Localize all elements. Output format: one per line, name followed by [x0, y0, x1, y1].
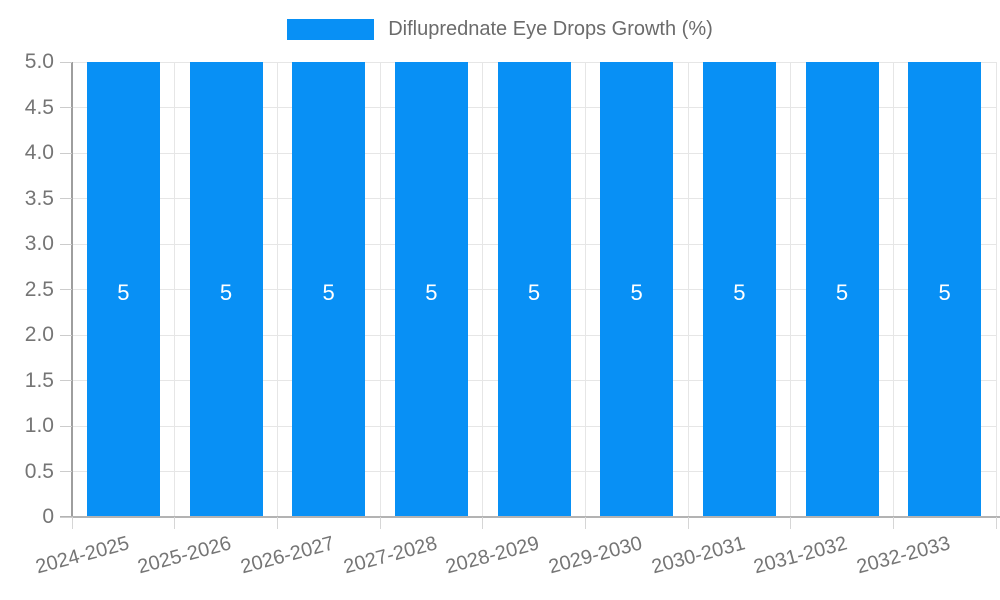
x-gridline: [584, 62, 586, 517]
x-axis-category-label: 2024-2025: [33, 532, 132, 579]
x-axis-tick: [892, 517, 894, 529]
y-axis-tick-label: 1.0: [24, 414, 54, 437]
x-axis-category-label: 2028-2029: [443, 532, 542, 579]
y-axis-tick-label: 1.5: [24, 368, 54, 392]
x-gridline: [995, 62, 997, 517]
y-axis-tick-label: 5.0: [24, 50, 54, 73]
x-gridline: [276, 62, 278, 517]
x-axis-tick: [379, 517, 381, 529]
y-axis-tick-label: 0: [42, 505, 54, 528]
bar-value-label: 5: [322, 280, 335, 306]
y-axis-tick: [60, 289, 72, 290]
y-axis-tick-label: 0.5: [24, 459, 54, 483]
legend-swatch: [287, 19, 375, 40]
y-axis-tick: [60, 107, 72, 108]
x-gridline: [790, 62, 792, 517]
bar-value-label: 5: [630, 280, 643, 306]
bar: 5: [497, 62, 571, 517]
x-axis-category-label: 2027-2028: [341, 532, 440, 579]
bar-value-label: 5: [425, 280, 438, 306]
plot-area: 5 5 5 5 5 5 5 5 5: [71, 61, 997, 518]
bar-value-label: 5: [835, 280, 849, 306]
bar: 5: [292, 62, 366, 517]
y-axis-tick-label: 2.5: [24, 277, 54, 301]
x-gridline: [174, 62, 176, 517]
x-axis-category-label: 2026-2027: [238, 532, 337, 579]
x-gridline: [892, 62, 894, 517]
x-axis-tick: [71, 517, 73, 529]
x-axis-line: [60, 516, 1000, 518]
bar-value-label: 5: [527, 280, 541, 306]
y-axis-tick-label: 2.0: [24, 323, 54, 346]
y-axis-tick: [60, 61, 72, 63]
x-axis-category-label: 2031-2032: [751, 532, 850, 579]
bar: 5: [394, 62, 468, 517]
bar: 5: [702, 62, 776, 517]
x-gridline: [687, 62, 689, 517]
bar: 5: [86, 62, 160, 517]
y-axis-tick: [60, 380, 72, 381]
y-axis-tick-label: 3.5: [24, 186, 54, 210]
y-axis-tick: [60, 334, 72, 336]
bar: 5: [600, 62, 674, 517]
x-axis-tick: [790, 517, 792, 529]
bar-value-label: 5: [938, 280, 951, 306]
x-axis-tick: [995, 517, 997, 529]
y-axis-tick: [60, 152, 72, 154]
x-axis-tick: [174, 517, 176, 529]
bar: 5: [908, 62, 982, 517]
x-axis-tick: [276, 517, 278, 529]
x-gridline: [482, 62, 484, 517]
x-axis-tick: [687, 517, 689, 529]
x-axis-category-label: 2029-2030: [546, 532, 645, 579]
legend-label: Difluprednate Eye Drops Growth (%): [388, 18, 713, 40]
x-axis-category-label: 2032-2033: [854, 532, 953, 579]
y-axis-tick-label: 4.5: [24, 95, 54, 119]
y-axis-tick-label: 3.0: [24, 232, 54, 255]
x-gridline: [379, 62, 381, 517]
y-axis-tick: [60, 198, 72, 199]
bar-value-label: 5: [733, 280, 746, 306]
y-axis-tick: [60, 471, 72, 472]
y-axis-tick: [60, 516, 72, 518]
x-axis-category-label: 2030-2031: [649, 532, 748, 579]
y-axis-line: [71, 62, 73, 518]
y-axis-tick-label: 4.0: [24, 141, 54, 164]
x-axis-category-label: 2025-2026: [135, 532, 234, 579]
chart-legend: Difluprednate Eye Drops Growth (%): [0, 18, 1000, 41]
x-axis-tick: [482, 517, 484, 529]
bar: 5: [189, 62, 263, 517]
bar-value-label: 5: [117, 280, 130, 306]
x-axis-tick: [584, 517, 586, 529]
y-axis-tick: [60, 425, 72, 427]
bar-value-label: 5: [219, 280, 233, 306]
bar: 5: [805, 62, 879, 517]
y-axis-tick: [60, 243, 72, 245]
